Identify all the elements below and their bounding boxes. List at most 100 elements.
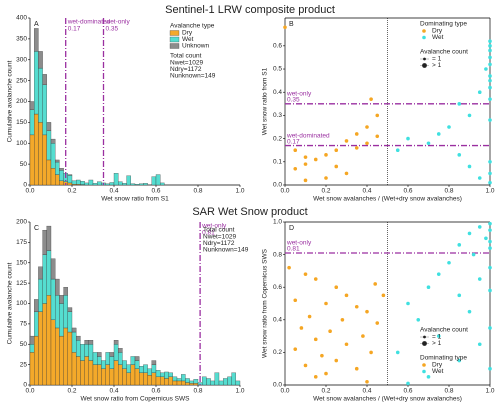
point [320,353,324,358]
bar-segment [164,371,169,379]
x-tick-label: 0.0 [280,388,289,395]
bar-segment [29,335,35,345]
bar-segment [134,368,140,386]
bar-segment [172,380,178,386]
bar-segment [38,278,43,312]
bar-segment [42,134,47,186]
bar-segment [55,159,60,163]
bar-segment [97,352,102,357]
y-tick-label: 300 [16,56,27,63]
point [334,148,339,153]
bar-segment [151,372,157,386]
bar-segment [50,319,56,386]
y-tick-label: 0.6 [273,284,282,291]
bar-segment [202,376,207,386]
bar-segment [46,225,52,251]
point [344,293,349,298]
bar-segment [134,360,140,369]
legend-label: Dry [182,30,193,37]
point [488,118,492,122]
point [426,285,431,290]
threshold-value: 0.81 [202,230,215,237]
panel-label: D [289,225,294,232]
point [293,148,298,153]
legend-label: Dry [432,362,443,369]
x-tick-label: 0.4 [362,388,371,395]
bar-segment [134,356,140,361]
bar-segment [193,379,199,384]
bar-segment [38,311,43,386]
bar-segment [206,378,211,386]
bar-segment [185,378,190,383]
bar-segment [42,303,47,386]
point [324,301,328,306]
x-tick-label: 0.0 [25,388,34,395]
bar-segment [59,180,64,186]
bar-segment [122,368,127,386]
bar-segment [88,344,94,361]
bar-segment [168,376,173,386]
bar-segment [101,360,106,369]
bar-segment [147,375,152,386]
x-tick-label: 0.6 [151,388,160,395]
point [344,139,349,143]
x-tick-label: 0.8 [444,188,453,195]
bar-segment [118,348,123,353]
bar-segment [76,340,81,357]
bar-segment [34,28,39,52]
section-title: Sentinel-1 LRW composite product [165,4,335,16]
bar-segment [185,382,190,386]
bar-segment [113,340,119,345]
point [313,337,318,342]
legend-swatch [169,30,180,36]
point [488,366,492,371]
y-tick-label: 0.3 [273,112,282,119]
count-legend-symbol [423,335,426,339]
bar-segment [92,183,98,186]
x-tick-label: 0.8 [193,188,202,195]
bar-segment [189,380,194,384]
bar-segment [42,229,47,255]
bar-segment [71,327,77,333]
bar-segment [181,380,186,386]
bar-segment [227,376,232,386]
bar-segment [147,368,152,376]
legend-label: Wet [182,36,194,43]
bar-segment [34,113,39,186]
legend-label: Dry [432,28,443,35]
count-legend-symbol [422,341,427,346]
point [334,358,339,363]
bar-segment [38,51,43,69]
bar-segment [71,331,77,353]
point [303,272,308,276]
y-tick-label: 400 [16,15,27,22]
y-tick-label: 0.5 [273,66,282,73]
panel-label: C [34,225,39,232]
bar-segment [109,352,115,357]
point [334,285,339,290]
bar-segment [105,352,110,365]
y-tick-label: 200 [16,219,27,226]
bar-segment [46,295,52,386]
bar-segment [63,295,68,329]
point [488,221,492,226]
y-tick-label: 150 [16,119,27,126]
point [488,55,492,60]
point [436,132,441,136]
bar-segment [176,378,182,382]
bar-segment [80,360,85,386]
threshold-label: wet-only [286,91,312,98]
x-tick-label: 0.4 [109,388,118,395]
legend-label: Wet [432,368,444,375]
y-tick-label: 100 [16,300,27,307]
bar-segment [84,356,89,386]
bar-segment [176,380,182,386]
point [365,141,369,146]
point [477,225,482,229]
bar-segment [50,258,56,280]
point [488,97,492,101]
legend-title: Dominating type [420,355,467,362]
point [293,166,298,171]
point [484,67,488,71]
bar-segment [29,344,35,353]
